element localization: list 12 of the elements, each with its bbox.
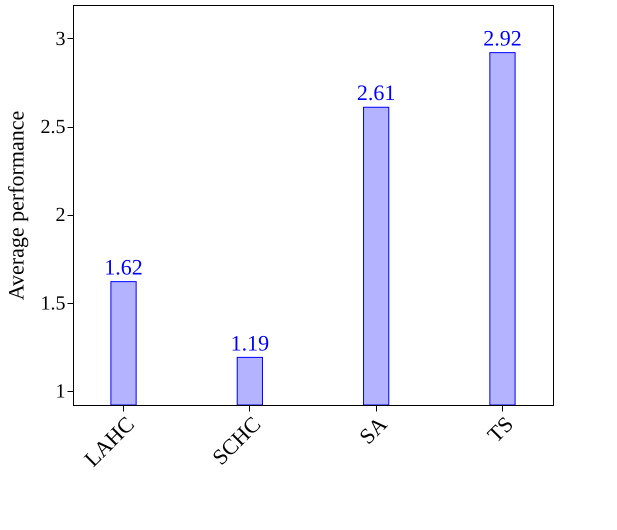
x-tick-label: SA	[354, 411, 392, 449]
x-tick-label: TS	[482, 411, 518, 448]
y-axis-title: Average performance	[4, 110, 28, 300]
data-label: 2.92	[483, 26, 522, 51]
data-label: 1.62	[104, 254, 143, 280]
y-tick-label: 1.5	[40, 292, 66, 314]
y-tick-label: 2	[56, 204, 66, 226]
y-tick-label: 2.5	[40, 116, 66, 138]
data-label: 2.61	[356, 80, 396, 106]
y-tick-label: 1	[56, 380, 66, 402]
y-tick-label: 3	[56, 28, 66, 50]
data-label: 1.19	[230, 330, 270, 356]
